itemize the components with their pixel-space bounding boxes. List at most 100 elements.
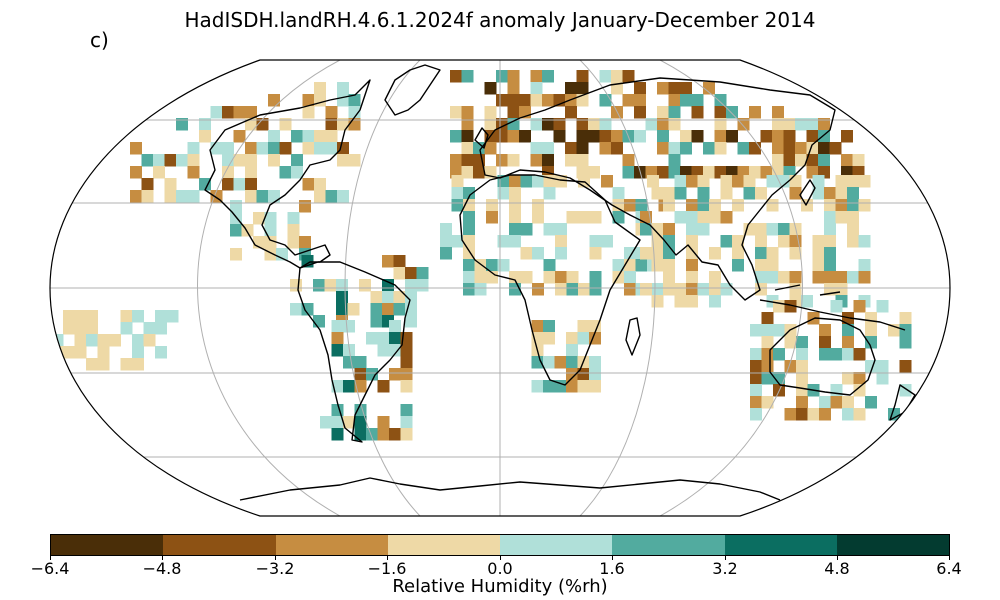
- anomaly-cell: [256, 118, 269, 131]
- anomaly-cell: [668, 94, 681, 107]
- anomaly-cell: [377, 344, 390, 357]
- anomaly-cell: [233, 106, 246, 119]
- anomaly-cell: [405, 267, 417, 280]
- anomaly-cell: [576, 142, 589, 155]
- anomaly-cell: [657, 82, 669, 95]
- anomaly-cell: [302, 130, 315, 143]
- anomaly-cell: [463, 271, 475, 284]
- anomaly-cell: [405, 315, 417, 328]
- anomaly-cell: [841, 154, 853, 167]
- anomaly-cell: [847, 235, 859, 248]
- anomaly-cell: [847, 187, 859, 200]
- anomaly-cell: [496, 70, 508, 83]
- anomaly-cell: [847, 223, 859, 236]
- anomaly-cell: [634, 130, 646, 143]
- anomaly-cell: [732, 259, 744, 272]
- meridian-line: [659, 60, 803, 516]
- anomaly-cell: [796, 360, 808, 373]
- anomaly-cell: [709, 247, 721, 260]
- anomaly-cell: [279, 166, 292, 179]
- anomaly-cell: [796, 336, 808, 349]
- anomaly-cell: [709, 295, 721, 308]
- anomaly-cell: [812, 247, 825, 260]
- anomaly-cell: [663, 247, 675, 260]
- anomaly-cell: [657, 142, 669, 155]
- anomaly-cell: [830, 300, 843, 313]
- anomaly-cell: [709, 211, 721, 224]
- anomaly-cell: [555, 271, 567, 284]
- anomaly-cell: [732, 235, 744, 248]
- anomaly-cell: [74, 322, 87, 335]
- british-isles-coast: [474, 127, 489, 149]
- anomaly-cell: [264, 236, 277, 249]
- anomaly-cell: [230, 200, 242, 213]
- anomaly-cell: [761, 312, 774, 325]
- anomaly-cell: [686, 199, 698, 212]
- anomaly-cell: [726, 106, 738, 119]
- anomaly-cell: [389, 320, 401, 333]
- anomaly-cell: [543, 259, 556, 272]
- anomaly-cell: [589, 211, 602, 224]
- anomaly-cell: [461, 118, 474, 131]
- anomaly-cell: [778, 235, 790, 248]
- anomaly-cell: [566, 380, 578, 393]
- anomaly-cell: [509, 235, 521, 248]
- anomaly-cell: [668, 106, 681, 119]
- anomaly-cell: [697, 211, 710, 224]
- anomaly-cell: [509, 211, 521, 224]
- anomaly-cell: [486, 199, 498, 212]
- anomaly-cell: [287, 236, 300, 249]
- anomaly-cell: [370, 291, 383, 304]
- anomaly-cell: [766, 259, 779, 272]
- anomaly-cell: [577, 368, 590, 381]
- anomaly-cell: [691, 130, 704, 143]
- anomaly-cell: [337, 118, 349, 131]
- anomaly-cell: [120, 322, 133, 335]
- anomaly-cell: [531, 380, 544, 393]
- anomaly-cell: [588, 118, 600, 131]
- anomaly-cell: [245, 106, 257, 119]
- anomaly-cell: [566, 368, 578, 381]
- anomaly-cell: [578, 283, 590, 296]
- colorbar-tick-label: 1.6: [599, 559, 625, 578]
- anomaly-cell: [755, 235, 767, 248]
- anomaly-cell: [314, 82, 326, 95]
- anomaly-cell: [331, 320, 344, 333]
- anomaly-cell: [405, 279, 417, 292]
- anomaly-cell: [755, 271, 767, 284]
- anomaly-cell: [624, 199, 636, 212]
- anomaly-cell: [531, 320, 544, 333]
- anomaly-cell: [451, 187, 464, 200]
- anomaly-cell: [130, 142, 142, 155]
- anomaly-cell: [302, 106, 315, 119]
- anomaly-cell: [697, 283, 710, 296]
- anomaly-cell: [496, 154, 508, 167]
- anomaly-cell: [302, 178, 315, 191]
- north-america-coast: [204, 79, 371, 269]
- anomaly-cell: [635, 259, 648, 272]
- anomaly-cell: [784, 360, 797, 373]
- anomaly-cell: [668, 118, 681, 131]
- anomaly-cell: [842, 408, 854, 421]
- anomaly-cell: [543, 320, 555, 333]
- anomaly-cell: [565, 106, 577, 119]
- anomaly-cell: [389, 332, 401, 345]
- anomaly-cell: [674, 175, 687, 188]
- anomaly-cell: [531, 356, 544, 369]
- anomaly-cell: [354, 428, 367, 441]
- anomaly-cell: [663, 271, 675, 284]
- anomaly-cell: [336, 279, 348, 292]
- anomaly-cell: [865, 312, 877, 325]
- anomaly-cell: [818, 154, 830, 167]
- anomaly-cell: [337, 142, 349, 155]
- anomaly-cell: [507, 118, 520, 131]
- anomaly-cell: [697, 223, 710, 236]
- anomaly-cell: [343, 380, 355, 393]
- anomaly-cell: [818, 142, 830, 155]
- anomaly-cell: [324, 279, 337, 292]
- anomaly-cell: [714, 94, 727, 107]
- colorbar-segment: [612, 535, 725, 555]
- anomaly-cell: [795, 154, 807, 167]
- anomaly-cell: [50, 334, 52, 347]
- anomaly-cell: [256, 190, 269, 203]
